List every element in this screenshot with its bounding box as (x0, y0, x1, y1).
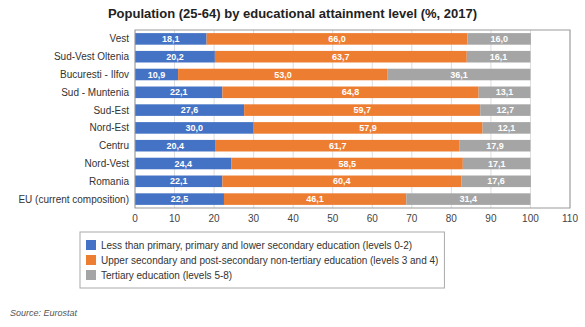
x-tick-label: 30 (248, 213, 260, 224)
bar-segment (178, 69, 388, 81)
data-label: 36,1 (450, 70, 468, 80)
x-tick-label: 70 (406, 213, 418, 224)
data-label: 12,7 (497, 105, 515, 115)
data-label: 16,0 (490, 34, 508, 44)
chart: Population (25-64) by educational attain… (0, 0, 585, 327)
x-tick-label: 100 (522, 213, 539, 224)
bar-segment (244, 104, 480, 116)
data-label: 20,4 (167, 141, 185, 151)
x-tick-label: 60 (367, 213, 379, 224)
data-label: 13,1 (496, 87, 514, 97)
bar-segment (388, 69, 531, 81)
legend-label: Less than primary, primary and lower sec… (101, 240, 412, 251)
x-tick-label: 0 (132, 213, 138, 224)
data-label: 22,1 (170, 176, 188, 186)
bar-segment (467, 51, 531, 63)
legend: Less than primary, primary and lower sec… (80, 232, 444, 288)
legend-label: Tertiary education (levels 5-8) (101, 270, 232, 281)
data-label: 24,4 (174, 159, 192, 169)
x-tick-label: 110 (562, 213, 578, 224)
data-label: 61,7 (329, 141, 347, 151)
chart-container: Population (25-64) by educational attain… (0, 0, 585, 327)
data-label: 18,1 (162, 34, 180, 44)
y-tick-label: Centru (99, 140, 129, 151)
bar-segment (135, 104, 244, 116)
bar-segment (222, 176, 461, 188)
x-tick-label: 50 (327, 213, 339, 224)
data-label: 22,5 (171, 194, 189, 204)
y-tick-label: EU (current composition) (18, 194, 129, 205)
legend-swatch (86, 240, 96, 250)
x-tick-label: 20 (209, 213, 221, 224)
y-tick-label: Nord-Est (90, 122, 130, 133)
bar-segment (460, 140, 531, 152)
x-tick-label: 80 (446, 213, 458, 224)
data-label: 17,9 (486, 141, 504, 151)
data-label: 16,1 (490, 52, 508, 62)
bar-segment (483, 122, 531, 134)
bar-segment (216, 140, 460, 152)
x-tick-label: 90 (485, 213, 497, 224)
bar-segment (480, 104, 530, 116)
legend-frame (80, 232, 444, 288)
bar-segment (224, 193, 406, 205)
data-label: 17,1 (488, 159, 506, 169)
y-tick-label: Sud - Muntenia (61, 87, 129, 98)
legend-label: Upper secondary and post-secondary non-t… (101, 255, 438, 266)
bars (135, 33, 531, 205)
data-label: 58,5 (338, 159, 356, 169)
y-tick-label: Sud-Est (93, 105, 129, 116)
legend-swatch (86, 270, 96, 280)
data-label: 17,6 (487, 176, 505, 186)
data-label: 60,4 (333, 176, 351, 186)
x-tick-label: 10 (169, 213, 181, 224)
y-tick-label: Sud-Vest Oltenia (54, 51, 129, 62)
y-tick-label: Romania (89, 176, 129, 187)
y-tick-label: Vest (110, 33, 130, 44)
bar-segment (215, 51, 467, 63)
bar-segment (135, 158, 231, 170)
y-tick-label: Nord-Vest (85, 158, 130, 169)
bar-segment (254, 122, 483, 134)
bar-segment (207, 33, 468, 45)
data-label: 57,9 (359, 123, 377, 133)
data-label: 10,9 (148, 70, 166, 80)
x-tick-label: 40 (288, 213, 300, 224)
bar-segment (222, 87, 478, 99)
data-label: 66,0 (328, 34, 346, 44)
bar-segment (463, 158, 531, 170)
data-label: 64,8 (342, 87, 360, 97)
bar-segment (135, 33, 207, 45)
grid (135, 30, 570, 208)
plot-frame (135, 30, 570, 208)
legend-swatch (86, 255, 96, 265)
bar-segment (135, 140, 216, 152)
data-label: 31,4 (460, 194, 478, 204)
data-label: 59,7 (353, 105, 371, 115)
bar-segment (135, 51, 215, 63)
data-label: 12,1 (498, 123, 516, 133)
data-label: 27,6 (181, 105, 199, 115)
data-labels: 22,5 46,1 31,4 22,1 60,4 17,6 24,4 58,5 17,1 20,4… (148, 34, 516, 204)
title: Population (25-64) by educational attain… (108, 6, 477, 21)
data-label: 63,7 (332, 52, 350, 62)
data-label: 30,0 (186, 123, 204, 133)
data-label: 46,1 (306, 194, 324, 204)
data-label: 20,2 (166, 52, 184, 62)
bar-segment (479, 87, 531, 99)
y-tick-label: Bucuresti - Ilfov (60, 69, 129, 80)
bar-segment (135, 193, 224, 205)
data-label: 53,0 (274, 70, 292, 80)
bar-segment (231, 158, 462, 170)
data-label: 22,1 (170, 87, 188, 97)
bar-segment (406, 193, 530, 205)
bar-segment (135, 87, 222, 99)
bar-segment (135, 69, 178, 81)
bar-segment (135, 176, 222, 188)
source: Source: Eurostat (10, 308, 78, 318)
bar-segment (461, 176, 531, 188)
bar-segment (468, 33, 531, 45)
bar-segment (135, 122, 254, 134)
